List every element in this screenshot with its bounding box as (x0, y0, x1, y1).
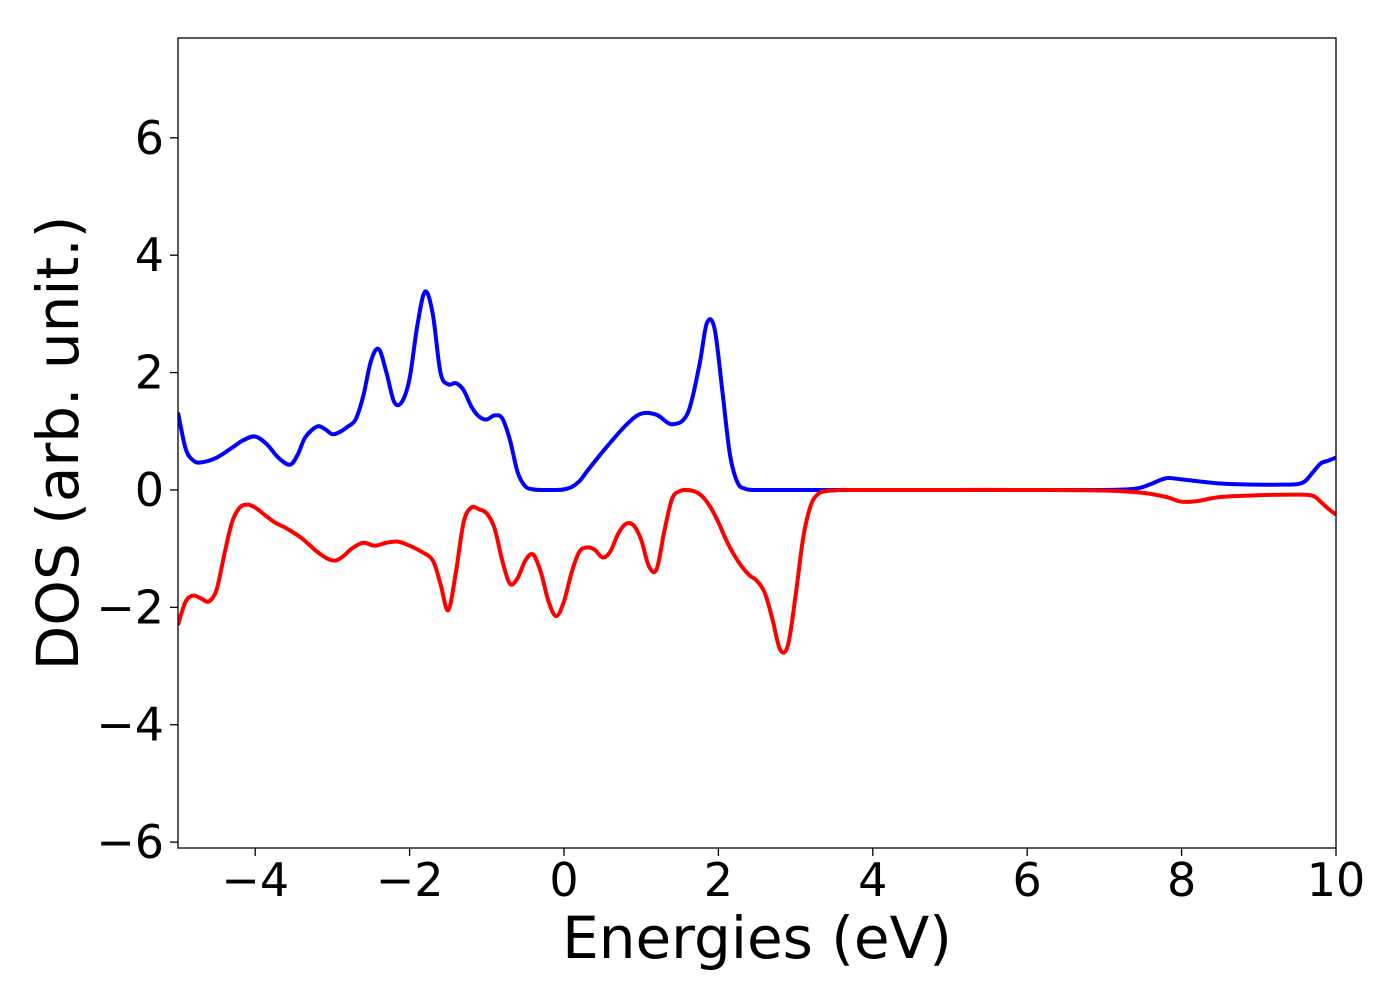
x-tick-label: 8 (1167, 853, 1196, 907)
plot-frame (177, 37, 1337, 849)
x-tick-label: 4 (858, 853, 887, 907)
y-tick-label: −6 (96, 815, 164, 869)
y-tick-label: −4 (96, 698, 164, 752)
x-axis-title: Energies (eV) (562, 904, 952, 972)
x-axis-ticks: −4 −2 0 2 4 6 8 10 (221, 848, 1365, 907)
y-axis-ticks: −6 −4 −2 0 2 4 6 (96, 111, 178, 869)
x-tick-label: 2 (704, 853, 733, 907)
y-tick-label: 0 (135, 463, 164, 517)
x-tick-label: 6 (1013, 853, 1042, 907)
y-tick-label: 4 (135, 228, 164, 282)
y-tick-label: −2 (96, 580, 164, 634)
x-tick-label: 10 (1307, 853, 1366, 907)
x-tick-label: 0 (549, 853, 578, 907)
series-line-1 (178, 289, 1336, 493)
series-layer (178, 289, 1336, 655)
y-axis-title: DOS (arb. unit.) (24, 216, 92, 671)
x-tick-label: −2 (376, 853, 444, 907)
series-line-2 (178, 487, 1336, 655)
y-tick-label: 2 (135, 346, 164, 400)
x-tick-label: −4 (221, 853, 289, 907)
y-tick-label: 6 (135, 111, 164, 165)
